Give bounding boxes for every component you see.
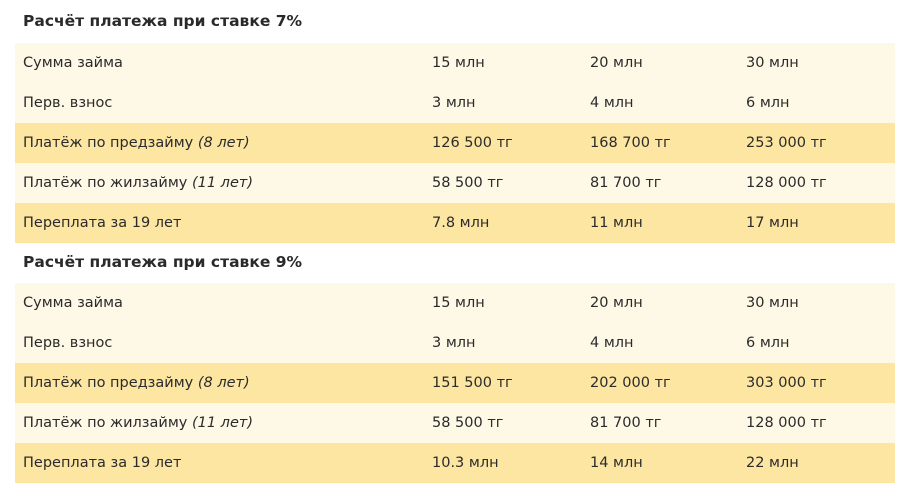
row-label-cell: Платёж по жилзайму (11 лет) xyxy=(15,163,432,203)
table-row: Платёж по жилзайму (11 лет) 58 500 тг 81 7… xyxy=(15,403,895,443)
value-cell: 17 млн xyxy=(746,215,799,231)
value-cell: 151 500 тг xyxy=(432,375,513,391)
table-row: Перв. взнос 3 млн 4 млн 6 млн xyxy=(15,83,895,123)
row-label-cell: Сумма займа xyxy=(15,43,432,83)
value-cell: 30 млн xyxy=(746,295,799,311)
row-label: Платёж по жилзайму xyxy=(23,175,192,191)
table-row: Платёж по предзайму (8 лет) 151 500 тг 202… xyxy=(15,363,895,403)
value-cell: 303 000 тг xyxy=(746,375,827,391)
value-cell: 58 500 тг xyxy=(432,415,504,431)
row-label: Сумма займа xyxy=(23,55,123,71)
value-cell: 10.3 млн xyxy=(432,455,499,471)
row-label-cell: Переплата за 19 лет xyxy=(15,203,432,243)
value-cell: 15 млн xyxy=(432,295,485,311)
value-cell: 7.8 млн xyxy=(432,215,490,231)
value-cell: 14 млн xyxy=(590,455,643,471)
value-cell: 4 млн xyxy=(590,95,634,111)
row-label-cell: Платёж по жилзайму (11 лет) xyxy=(15,403,432,443)
payment-table: Сумма займа 15 млн 20 млн 30 млн Перв. взнос… xyxy=(15,43,895,243)
row-label-cell: Сумма займа xyxy=(15,283,432,323)
row-note: (11 лет) xyxy=(191,175,253,191)
value-cell: 3 млн xyxy=(432,95,476,111)
row-label: Платёж по жилзайму xyxy=(23,415,192,431)
value-cell: 253 000 тг xyxy=(746,135,827,151)
row-label: Платёж по предзайму xyxy=(23,135,198,151)
table-row: Платёж по жилзайму (11 лет) 58 500 тг 81 7… xyxy=(15,163,895,203)
table-row: Платёж по предзайму (8 лет) 126 500 тг 168… xyxy=(15,123,895,163)
value-cell: 20 млн xyxy=(590,295,643,311)
payment-table: Сумма займа 15 млн 20 млн 30 млн Перв. взнос… xyxy=(15,283,895,483)
value-cell: 202 000 тг xyxy=(590,375,671,391)
row-label-cell: Переплата за 19 лет xyxy=(15,443,432,483)
value-cell: 3 млн xyxy=(432,335,476,351)
value-cell: 168 700 тг xyxy=(590,135,671,151)
value-cell: 30 млн xyxy=(746,55,799,71)
value-cell: 11 млн xyxy=(590,215,643,231)
row-label-cell: Перв. взнос xyxy=(15,83,432,123)
value-cell: 22 млн xyxy=(746,455,799,471)
row-label: Переплата за 19 лет xyxy=(23,455,182,471)
value-cell: 15 млн xyxy=(432,55,485,71)
row-label: Платёж по предзайму xyxy=(23,375,198,391)
value-cell: 81 700 тг xyxy=(590,175,662,191)
table-row: Сумма займа 15 млн 20 млн 30 млн xyxy=(15,283,895,323)
table-row: Перв. взнос 3 млн 4 млн 6 млн xyxy=(15,323,895,363)
table-row: Переплата за 19 лет 10.3 млн 14 млн 22 млн xyxy=(15,443,895,483)
value-cell: 128 000 тг xyxy=(746,415,827,431)
row-label-cell: Перв. взнос xyxy=(15,323,432,363)
value-cell: 126 500 тг xyxy=(432,135,513,151)
row-label-cell: Платёж по предзайму (8 лет) xyxy=(15,363,432,403)
row-label: Перв. взнос xyxy=(23,335,113,351)
row-note: (8 лет) xyxy=(197,375,250,391)
row-label-cell: Платёж по предзайму (8 лет) xyxy=(15,123,432,163)
section-title: Расчёт платежа при ставке 9% xyxy=(23,253,303,271)
table-row: Сумма займа 15 млн 20 млн 30 млн xyxy=(15,43,895,83)
value-cell: 81 700 тг xyxy=(590,415,662,431)
value-cell: 20 млн xyxy=(590,55,643,71)
row-label: Перв. взнос xyxy=(23,95,113,111)
value-cell: 128 000 тг xyxy=(746,175,827,191)
row-label: Переплата за 19 лет xyxy=(23,215,182,231)
table-row: Переплата за 19 лет 7.8 млн 11 млн 17 млн xyxy=(15,203,895,243)
value-cell: 6 млн xyxy=(746,335,790,351)
row-note: (11 лет) xyxy=(191,415,253,431)
row-note: (8 лет) xyxy=(197,135,250,151)
section-title: Расчёт платежа при ставке 7% xyxy=(23,12,303,30)
value-cell: 4 млн xyxy=(590,335,634,351)
row-label: Сумма займа xyxy=(23,295,123,311)
value-cell: 58 500 тг xyxy=(432,175,504,191)
value-cell: 6 млн xyxy=(746,95,790,111)
